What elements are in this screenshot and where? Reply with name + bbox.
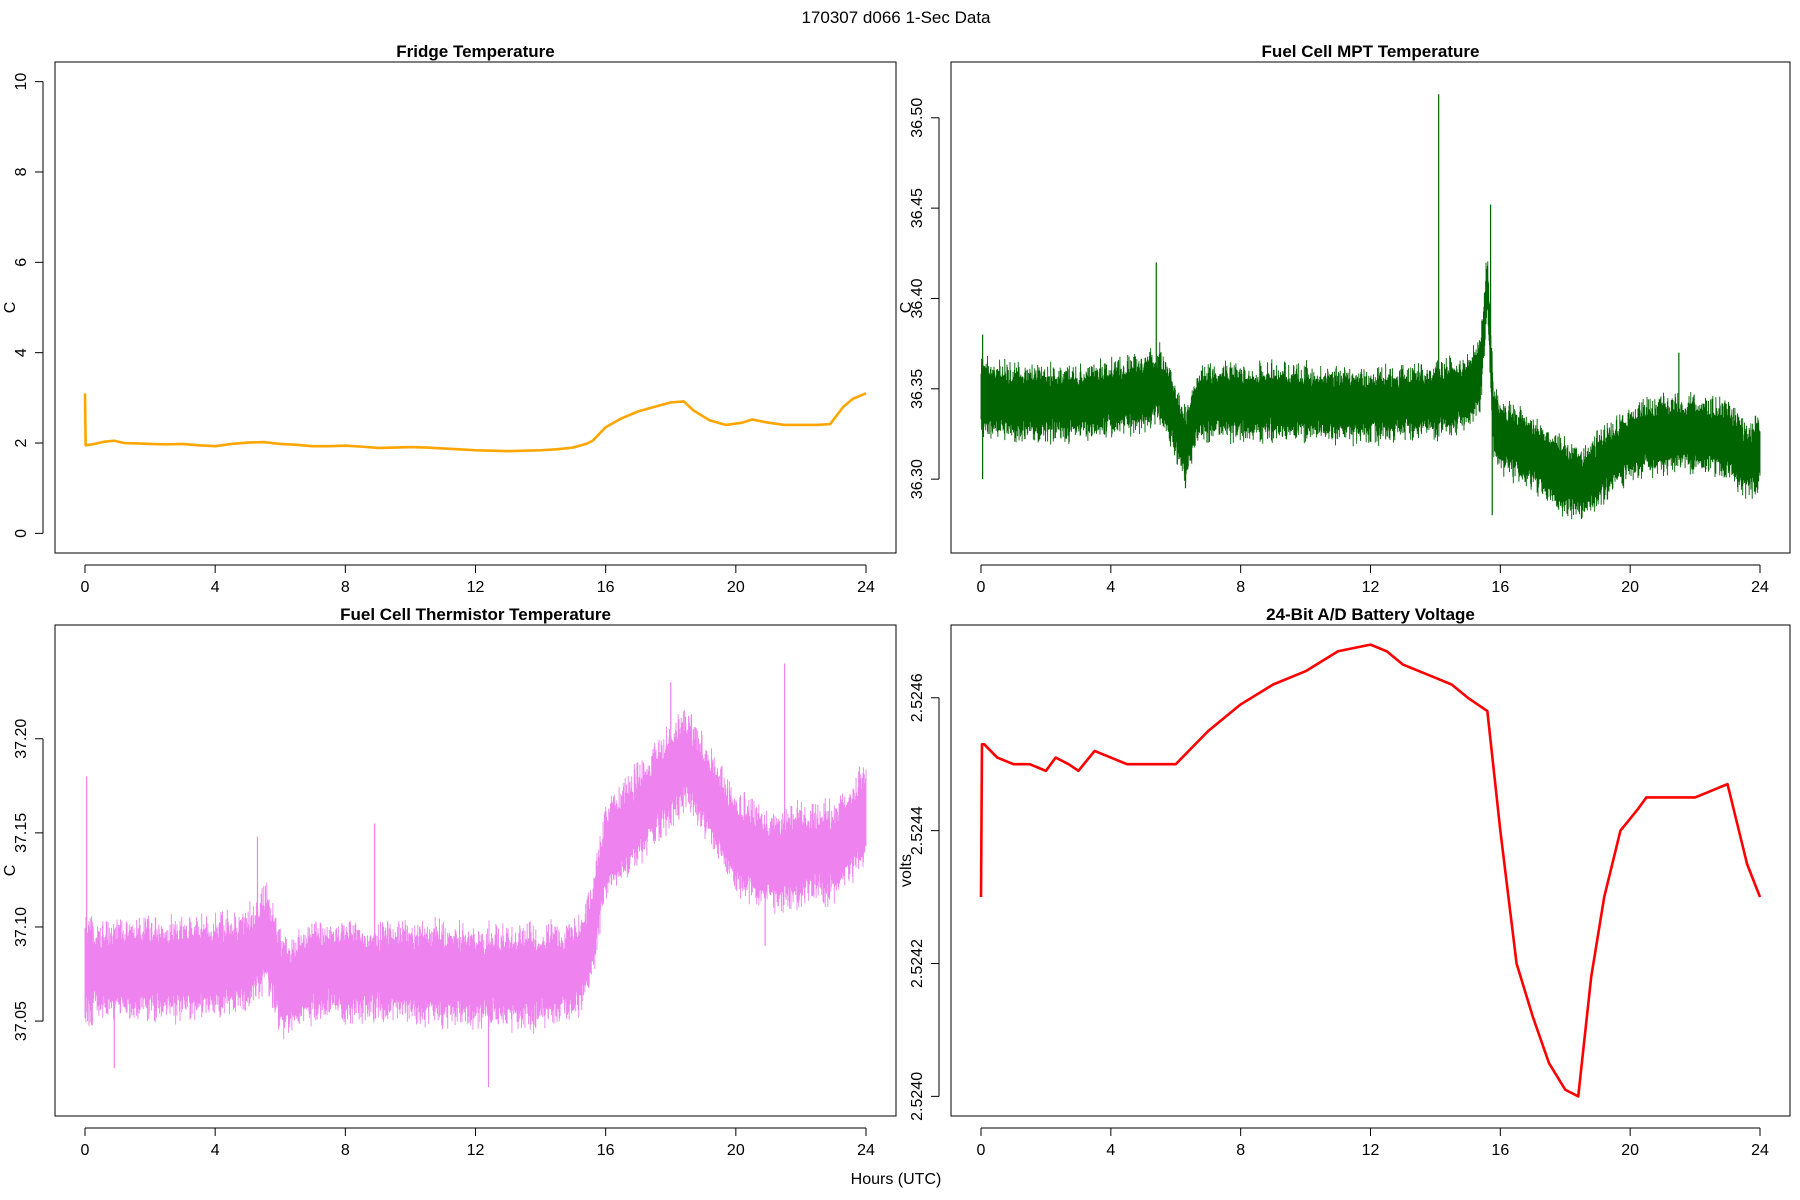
x-tick-label: 20 (727, 579, 745, 596)
plot-frame (54, 61, 897, 554)
plot-frame (950, 61, 1791, 554)
y-tick-label: 37.05 (13, 1001, 30, 1041)
plot-frame (950, 624, 1791, 1117)
figure-xlabel: Hours (UTC) (851, 1171, 942, 1188)
x-tick-label: 20 (1621, 1142, 1639, 1159)
x-tick-label: 16 (597, 579, 615, 596)
x-tick-label: 24 (1751, 579, 1769, 596)
x-tick-label: 4 (1106, 1142, 1115, 1159)
x-tick-label: 20 (727, 1142, 745, 1159)
y-tick-label: 36.40 (909, 278, 926, 318)
y-tick-label: 0 (13, 529, 30, 538)
x-tick-label: 8 (341, 1142, 350, 1159)
series-line (84, 710, 867, 1040)
series-line (83, 392, 867, 453)
x-tick-label: 8 (341, 579, 350, 596)
y-tick-label: 2.5244 (909, 806, 926, 855)
x-tick-label: 0 (977, 579, 986, 596)
y-tick-label: 8 (13, 167, 30, 176)
x-tick-label: 20 (1621, 579, 1639, 596)
y-tick-label: 37.20 (13, 719, 30, 759)
x-tick-label: 4 (211, 579, 220, 596)
y-tick-label: 6 (13, 258, 30, 267)
y-axis-label: volts (898, 854, 915, 887)
y-axis-label: C (2, 302, 19, 314)
x-tick-label: 16 (1491, 1142, 1509, 1159)
x-tick-label: 0 (977, 1142, 986, 1159)
y-tick-label: 36.50 (909, 98, 926, 138)
x-tick-label: 0 (81, 579, 90, 596)
x-tick-label: 24 (1751, 1142, 1769, 1159)
y-tick-label: 36.45 (909, 188, 926, 228)
y-tick-label: 4 (13, 348, 30, 357)
plot-frame (54, 624, 897, 1117)
x-tick-label: 12 (467, 1142, 485, 1159)
figure-suptitle: 170307 d066 1-Sec Data (801, 8, 991, 27)
y-tick-label: 37.10 (13, 907, 30, 947)
panel-title: Fuel Cell MPT Temperature (1262, 42, 1480, 61)
y-axis-label: C (898, 302, 915, 314)
x-tick-label: 12 (1362, 1142, 1380, 1159)
panel-title: Fuel Cell Thermistor Temperature (340, 605, 611, 624)
x-tick-label: 12 (1362, 579, 1380, 596)
x-tick-label: 8 (1236, 1142, 1245, 1159)
series-line (979, 643, 1762, 1098)
y-tick-label: 2.5242 (909, 939, 926, 988)
y-tick-label: 36.35 (909, 369, 926, 409)
series-line (980, 261, 1761, 520)
chart-panel-3: Fuel Cell Thermistor Temperature 0 4 8 12 16 2… (2, 605, 897, 1159)
panel-title: Fridge Temperature (396, 42, 554, 61)
y-tick-label: 2 (13, 438, 30, 447)
x-tick-label: 24 (857, 1142, 875, 1159)
x-tick-label: 8 (1236, 579, 1245, 596)
x-tick-label: 4 (211, 1142, 220, 1159)
x-tick-label: 16 (1491, 579, 1509, 596)
x-tick-label: 24 (857, 579, 875, 596)
x-tick-label: 16 (597, 1142, 615, 1159)
y-tick-label: 2.5246 (909, 673, 926, 722)
y-tick-label: 2.5240 (909, 1072, 926, 1121)
y-tick-label: 10 (13, 73, 30, 91)
panel-title: 24-Bit A/D Battery Voltage (1266, 605, 1475, 624)
x-tick-label: 12 (467, 579, 485, 596)
x-tick-label: 4 (1106, 579, 1115, 596)
chart-panel-2: Fuel Cell MPT Temperature 0 4 8 12 16 20 24 36.3… (898, 42, 1791, 596)
y-tick-label: 37.15 (13, 813, 30, 853)
y-tick-label: 36.30 (909, 459, 926, 499)
x-tick-label: 0 (81, 1142, 90, 1159)
y-axis-label: C (2, 865, 19, 877)
chart-panel-4: 24-Bit A/D Battery Voltage 0 4 8 12 16 20 24 2.5… (898, 605, 1791, 1159)
